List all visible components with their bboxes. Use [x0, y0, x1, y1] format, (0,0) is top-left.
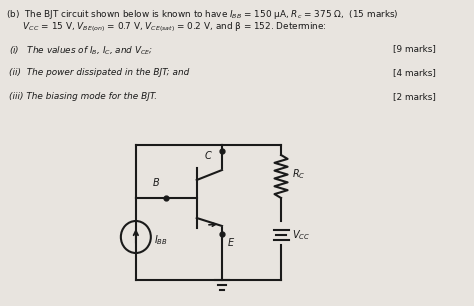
Text: $R_C$: $R_C$: [292, 168, 306, 181]
Text: $V_{CC}$: $V_{CC}$: [292, 228, 310, 242]
Text: (ii)  The power dissipated in the BJT; and: (ii) The power dissipated in the BJT; an…: [9, 68, 190, 77]
Text: (i)   The values of $I_B$, $I_C$, and $V_{CE}$;: (i) The values of $I_B$, $I_C$, and $V_{…: [9, 44, 154, 57]
Text: $B$: $B$: [153, 176, 161, 188]
Text: (iii) The biasing mode for the BJT.: (iii) The biasing mode for the BJT.: [9, 92, 157, 101]
Text: (b)  The BJT circuit shown below is known to have $I_{BB}$ = 150 μA, $R_c$ = 375: (b) The BJT circuit shown below is known…: [6, 8, 398, 21]
Text: $I_{BB}$: $I_{BB}$: [154, 233, 167, 247]
Text: $E$: $E$: [227, 236, 235, 248]
Text: [4 marks]: [4 marks]: [393, 68, 437, 77]
Text: [9 marks]: [9 marks]: [393, 44, 437, 53]
Text: $C$: $C$: [204, 149, 213, 161]
Text: $V_{CC}$ = 15 V, $V_{BE(on)}$ = 0.7 V, $V_{CE(sat)}$ = 0.2 V, and β = 152. Deter: $V_{CC}$ = 15 V, $V_{BE(on)}$ = 0.7 V, $…: [6, 20, 327, 34]
Text: [2 marks]: [2 marks]: [393, 92, 437, 101]
